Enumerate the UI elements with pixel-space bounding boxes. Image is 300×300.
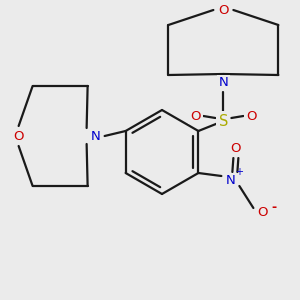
Text: O: O	[246, 110, 256, 122]
Text: O: O	[257, 206, 268, 220]
Text: N: N	[91, 130, 100, 142]
Text: O: O	[218, 4, 229, 16]
Text: N: N	[218, 76, 228, 89]
Text: +: +	[236, 167, 243, 177]
Text: O: O	[14, 130, 24, 142]
Text: N: N	[226, 175, 235, 188]
Text: O: O	[190, 110, 201, 122]
Text: -: -	[272, 202, 277, 214]
Text: S: S	[219, 113, 228, 128]
Text: O: O	[230, 142, 241, 155]
